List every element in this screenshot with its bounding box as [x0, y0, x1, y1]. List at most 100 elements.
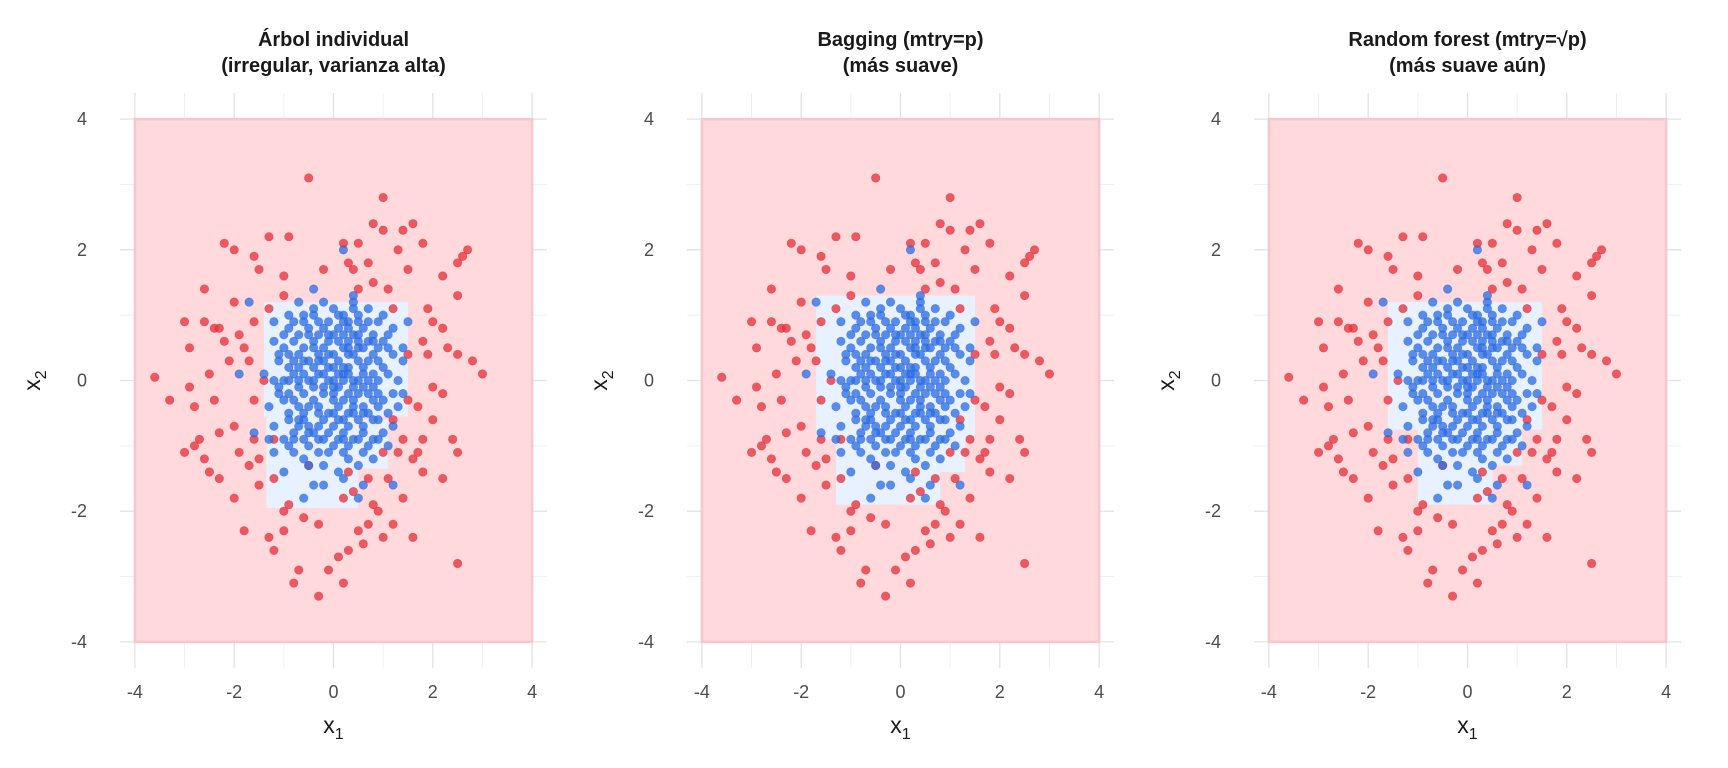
- blue-point: [279, 395, 289, 405]
- blue-point: [338, 375, 349, 386]
- blue-point: [881, 356, 891, 366]
- x-tick-label: -4: [694, 682, 710, 702]
- blue-point: [1428, 375, 1438, 386]
- blue-point: [1472, 434, 1483, 444]
- red-point: [314, 519, 324, 529]
- red-point: [1492, 539, 1502, 549]
- blue-point: [925, 323, 935, 333]
- red-point: [821, 454, 831, 464]
- red-point: [249, 395, 259, 405]
- blue-point: [343, 421, 353, 431]
- red-point: [438, 388, 448, 399]
- blue-point: [333, 402, 344, 412]
- panel-title-line-2: (irregular, varianza alta): [221, 55, 446, 77]
- blue-point: [304, 460, 314, 471]
- blue-point: [314, 421, 324, 431]
- blue-point: [1512, 336, 1522, 346]
- blue-point: [279, 330, 289, 340]
- blue-point: [851, 441, 861, 451]
- blue-point: [1443, 284, 1453, 294]
- blue-point: [940, 356, 950, 366]
- red-point: [249, 317, 259, 327]
- x-axis-label: x1: [323, 712, 344, 743]
- red-point: [244, 356, 254, 366]
- red-point: [1318, 382, 1329, 392]
- blue-point: [358, 447, 368, 457]
- x-tick-label: 4: [1094, 682, 1104, 702]
- blue-point: [398, 343, 408, 353]
- blue-point: [1438, 460, 1448, 471]
- red-point: [239, 526, 249, 536]
- red-point: [1378, 460, 1388, 471]
- blue-point: [309, 284, 319, 294]
- blue-point: [836, 336, 846, 346]
- blue-point: [1467, 323, 1478, 333]
- red-point: [1403, 473, 1413, 484]
- blue-point: [905, 434, 916, 444]
- red-point: [846, 506, 856, 516]
- blue-point: [940, 375, 950, 386]
- blue-point: [299, 434, 309, 444]
- blue-point: [1512, 310, 1522, 320]
- blue-point: [1403, 447, 1413, 457]
- red-point: [1542, 454, 1552, 464]
- blue-point: [1502, 395, 1512, 405]
- red-point: [756, 441, 767, 451]
- blue-point: [1428, 330, 1438, 340]
- blue-point: [304, 441, 314, 451]
- red-point: [1611, 369, 1622, 379]
- blue-point: [338, 473, 349, 484]
- blue-point: [861, 330, 871, 340]
- blue-point: [1462, 362, 1473, 373]
- blue-point: [1512, 395, 1522, 405]
- blue-point: [1403, 336, 1413, 346]
- red-point: [791, 356, 801, 366]
- blue-point: [881, 317, 891, 327]
- blue-point: [905, 395, 916, 405]
- red-point: [453, 290, 463, 301]
- blue-point: [930, 356, 940, 366]
- blue-point: [920, 388, 930, 399]
- blue-point: [1487, 460, 1497, 471]
- blue-point: [1423, 395, 1433, 405]
- blue-point: [393, 402, 403, 412]
- red-point: [985, 467, 995, 477]
- blue-point: [866, 454, 876, 464]
- x-tick-label: 4: [527, 682, 537, 702]
- red-point: [234, 330, 244, 340]
- red-point: [398, 434, 408, 444]
- red-point: [985, 434, 995, 444]
- y-tick-label: -4: [71, 632, 87, 652]
- blue-point: [1457, 428, 1468, 438]
- red-point: [1020, 258, 1030, 268]
- blue-point: [1497, 441, 1507, 451]
- blue-point: [885, 480, 896, 490]
- blue-point: [1433, 388, 1443, 399]
- blue-point: [284, 441, 294, 451]
- red-point: [1582, 434, 1592, 444]
- blue-point: [1472, 447, 1483, 457]
- red-point: [1318, 343, 1329, 353]
- blue-point: [885, 460, 896, 471]
- blue-point: [1448, 402, 1458, 412]
- red-point: [866, 513, 876, 523]
- x-tick-label: 2: [995, 682, 1005, 702]
- blue-point: [1462, 441, 1473, 451]
- blue-point: [328, 304, 339, 314]
- blue-point: [1457, 349, 1468, 359]
- red-point: [1313, 447, 1324, 457]
- red-point: [970, 395, 980, 405]
- y-tick-label: -4: [638, 632, 654, 652]
- blue-point: [1423, 447, 1433, 457]
- blue-point: [1433, 408, 1443, 418]
- blue-point: [338, 395, 349, 405]
- blue-point: [1472, 473, 1483, 484]
- blue-point: [1497, 304, 1507, 314]
- blue-point: [358, 382, 368, 392]
- blue-point: [373, 388, 383, 399]
- blue-point: [323, 428, 334, 438]
- blue-point: [1403, 317, 1413, 327]
- blue-point: [289, 428, 299, 438]
- red-point: [294, 565, 304, 575]
- blue-point: [1477, 454, 1487, 464]
